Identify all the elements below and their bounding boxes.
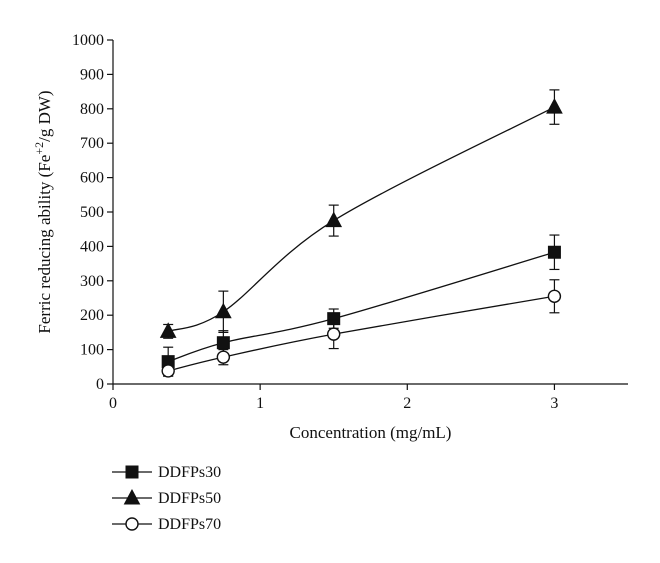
legend-item: DDFPs30 — [112, 464, 221, 481]
x-axis-label: Concentration (mg/mL) — [290, 423, 452, 442]
legend-label: DDFPs50 — [158, 490, 221, 507]
y-tick-label: 600 — [80, 170, 104, 187]
y-axis-label-superscript: +2 — [32, 142, 46, 155]
y-tick-label: 500 — [80, 204, 104, 221]
legend-item: DDFPs50 — [112, 488, 221, 507]
data-point — [161, 364, 175, 378]
series-DDFPs50 — [159, 89, 563, 339]
legend-marker — [123, 488, 141, 505]
y-tick-label: 1000 — [72, 32, 104, 49]
series-DDFPs70 — [161, 279, 562, 378]
data-point — [215, 302, 232, 319]
y-tick-label: 800 — [80, 101, 104, 118]
series-line — [168, 295, 555, 372]
data-point — [216, 336, 230, 350]
data-point — [547, 245, 561, 259]
legend-label: DDFPs30 — [158, 464, 221, 481]
y-axis-label-unit: /g DW) — [35, 90, 54, 141]
legend-marker — [125, 465, 139, 479]
series-line — [167, 106, 555, 332]
y-axis-label: Ferric reducing ability (Fe+2/g DW) — [32, 90, 54, 333]
y-tick-label: 300 — [80, 273, 104, 290]
series-line — [167, 251, 555, 363]
x-tick-label: 2 — [403, 395, 411, 412]
x-tick-label: 0 — [109, 395, 117, 412]
data-point — [325, 211, 343, 228]
legend-marker — [125, 517, 139, 531]
data-point — [159, 322, 177, 338]
axes — [112, 40, 628, 385]
y-tick-label: 400 — [80, 238, 104, 255]
data-point — [216, 350, 231, 364]
data-point — [327, 327, 341, 341]
data-point — [547, 289, 562, 303]
y-tick-label: 200 — [80, 307, 104, 324]
x-tick-label: 3 — [550, 395, 558, 412]
x-tick-label: 1 — [256, 395, 264, 412]
data-point — [546, 98, 563, 114]
legend: DDFPs30 DDFPs50 DDFPs70 — [112, 464, 221, 533]
x-axis-ticks: 0 1 2 3 — [109, 384, 558, 412]
y-axis-ticks: 0 100 200 300 400 500 600 700 800 900 1000 — [72, 32, 113, 393]
y-tick-label: 100 — [80, 342, 104, 359]
series-layer — [159, 89, 563, 378]
y-tick-label: 900 — [80, 66, 104, 83]
legend-item: DDFPs70 — [112, 516, 221, 533]
y-axis-label-main: Ferric reducing ability (Fe — [35, 155, 54, 334]
y-tick-label: 700 — [80, 135, 104, 152]
y-tick-label: 0 — [96, 376, 104, 393]
legend-label: DDFPs70 — [158, 516, 221, 533]
